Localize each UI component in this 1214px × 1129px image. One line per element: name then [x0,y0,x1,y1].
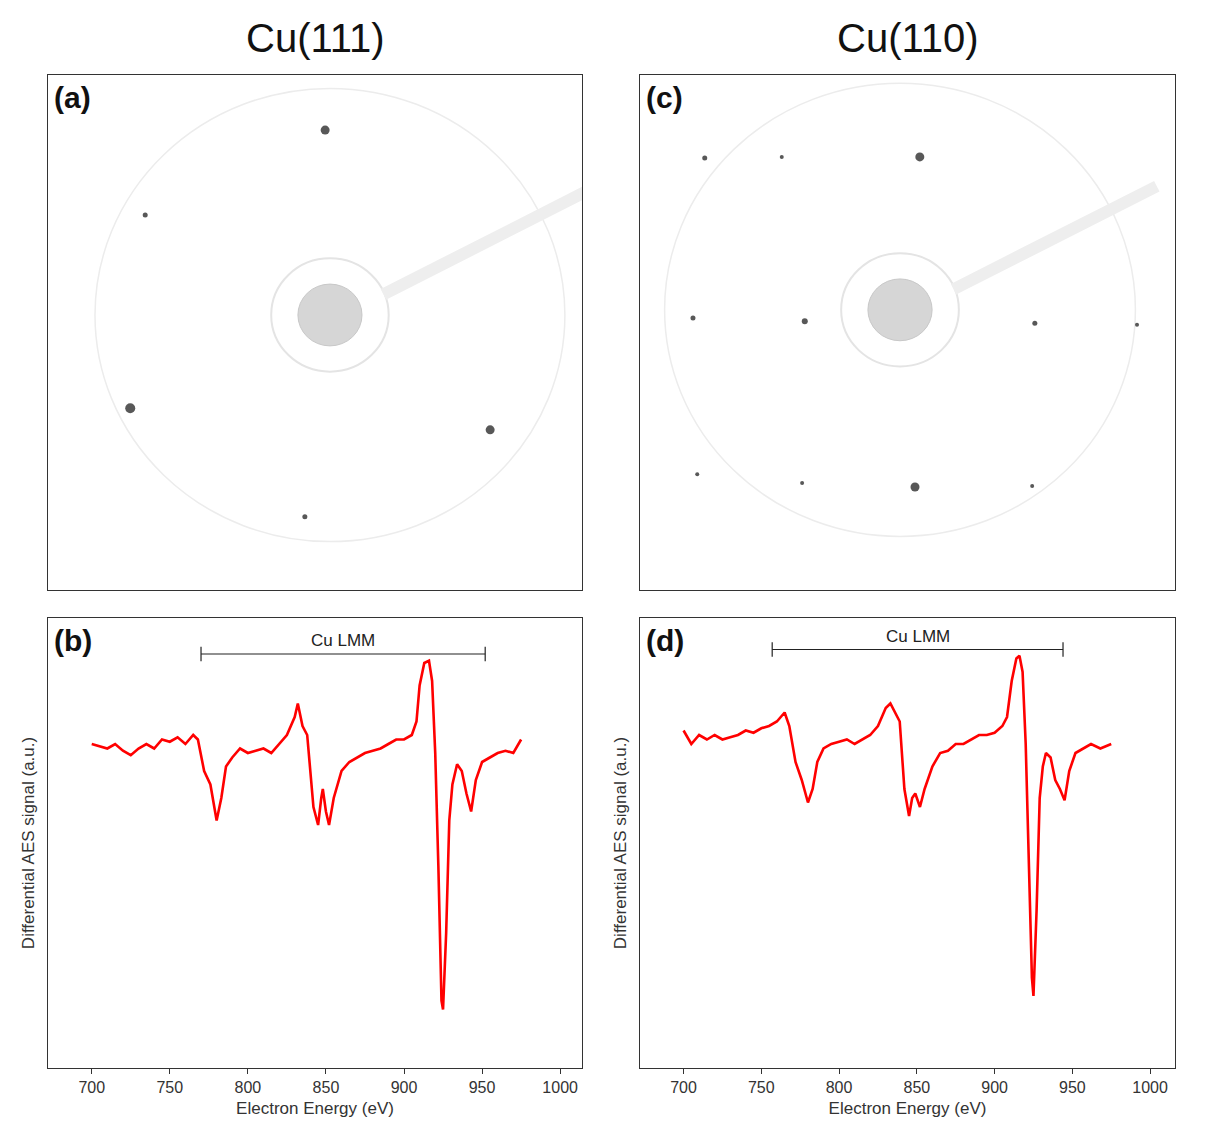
svg-text:800: 800 [235,1079,262,1096]
svg-text:1000: 1000 [1132,1079,1168,1096]
svg-text:700: 700 [78,1079,105,1096]
svg-text:850: 850 [903,1079,930,1096]
svg-text:Cu LMM: Cu LMM [886,627,950,646]
svg-text:(c): (c) [646,81,683,114]
svg-text:Electron Energy (eV): Electron Energy (eV) [236,1099,394,1118]
svg-text:Cu(110): Cu(110) [837,16,979,60]
svg-text:(d): (d) [646,624,684,657]
svg-text:Cu(111): Cu(111) [246,16,385,60]
svg-text:700: 700 [670,1079,697,1096]
svg-text:Differential AES signal (a.u.): Differential AES signal (a.u.) [611,737,630,949]
svg-text:Cu LMM: Cu LMM [311,631,375,650]
svg-text:1000: 1000 [542,1079,578,1096]
svg-text:900: 900 [391,1079,418,1096]
svg-text:850: 850 [313,1079,340,1096]
svg-text:800: 800 [826,1079,853,1096]
svg-text:Differential AES signal (a.u.): Differential AES signal (a.u.) [19,737,38,949]
svg-text:900: 900 [981,1079,1008,1096]
svg-text:(a): (a) [54,81,91,114]
svg-text:(b): (b) [54,624,92,657]
svg-text:750: 750 [156,1079,183,1096]
svg-text:950: 950 [1059,1079,1086,1096]
svg-text:Electron Energy (eV): Electron Energy (eV) [829,1099,987,1118]
svg-text:950: 950 [469,1079,496,1096]
svg-text:750: 750 [748,1079,775,1096]
